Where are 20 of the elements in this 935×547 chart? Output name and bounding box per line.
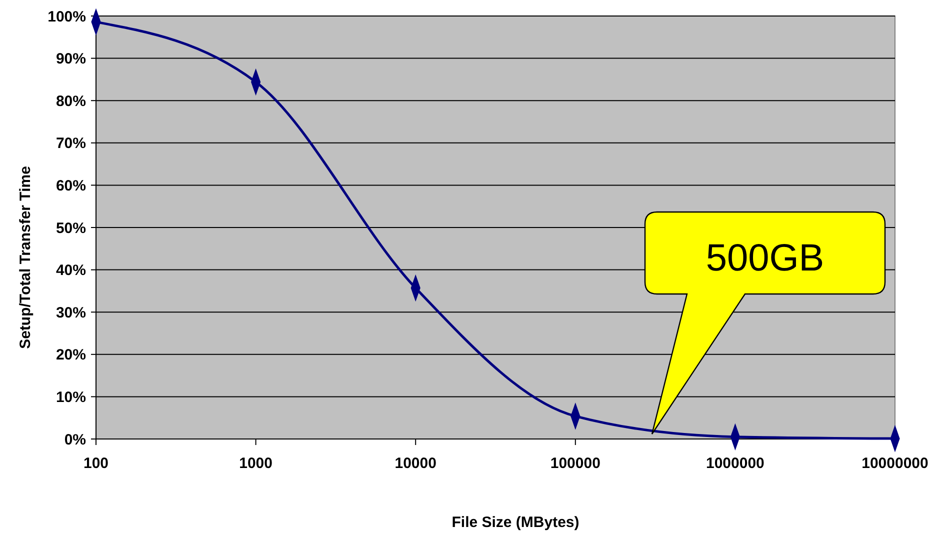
x-tick-label: 100000 bbox=[550, 455, 600, 472]
y-tick-label: 90% bbox=[56, 50, 86, 68]
y-tick-label: 40% bbox=[56, 262, 86, 280]
y-tick-label: 100% bbox=[48, 8, 86, 26]
x-axis-title: File Size (MBytes) bbox=[452, 514, 580, 531]
y-tick-label: 10% bbox=[56, 388, 86, 406]
x-tick-label: 10000 bbox=[394, 455, 436, 472]
y-tick-label: 50% bbox=[56, 220, 86, 237]
y-tick-label: 30% bbox=[56, 304, 86, 322]
y-tick-label: 70% bbox=[56, 135, 86, 152]
x-tick-label: 1000000 bbox=[706, 455, 764, 472]
x-tick-label: 1000 bbox=[239, 455, 272, 472]
x-tick-label: 10000000 bbox=[862, 455, 928, 472]
y-tick-label: 0% bbox=[64, 431, 86, 448]
y-tick-label: 20% bbox=[56, 346, 86, 364]
y-tick-label: 80% bbox=[56, 92, 86, 110]
y-axis-title: Setup/Total Transfer Time bbox=[17, 166, 34, 349]
annotation: 500GB bbox=[706, 237, 824, 280]
x-tick-label: 100 bbox=[83, 455, 109, 472]
y-tick-label: 60% bbox=[56, 177, 86, 194]
